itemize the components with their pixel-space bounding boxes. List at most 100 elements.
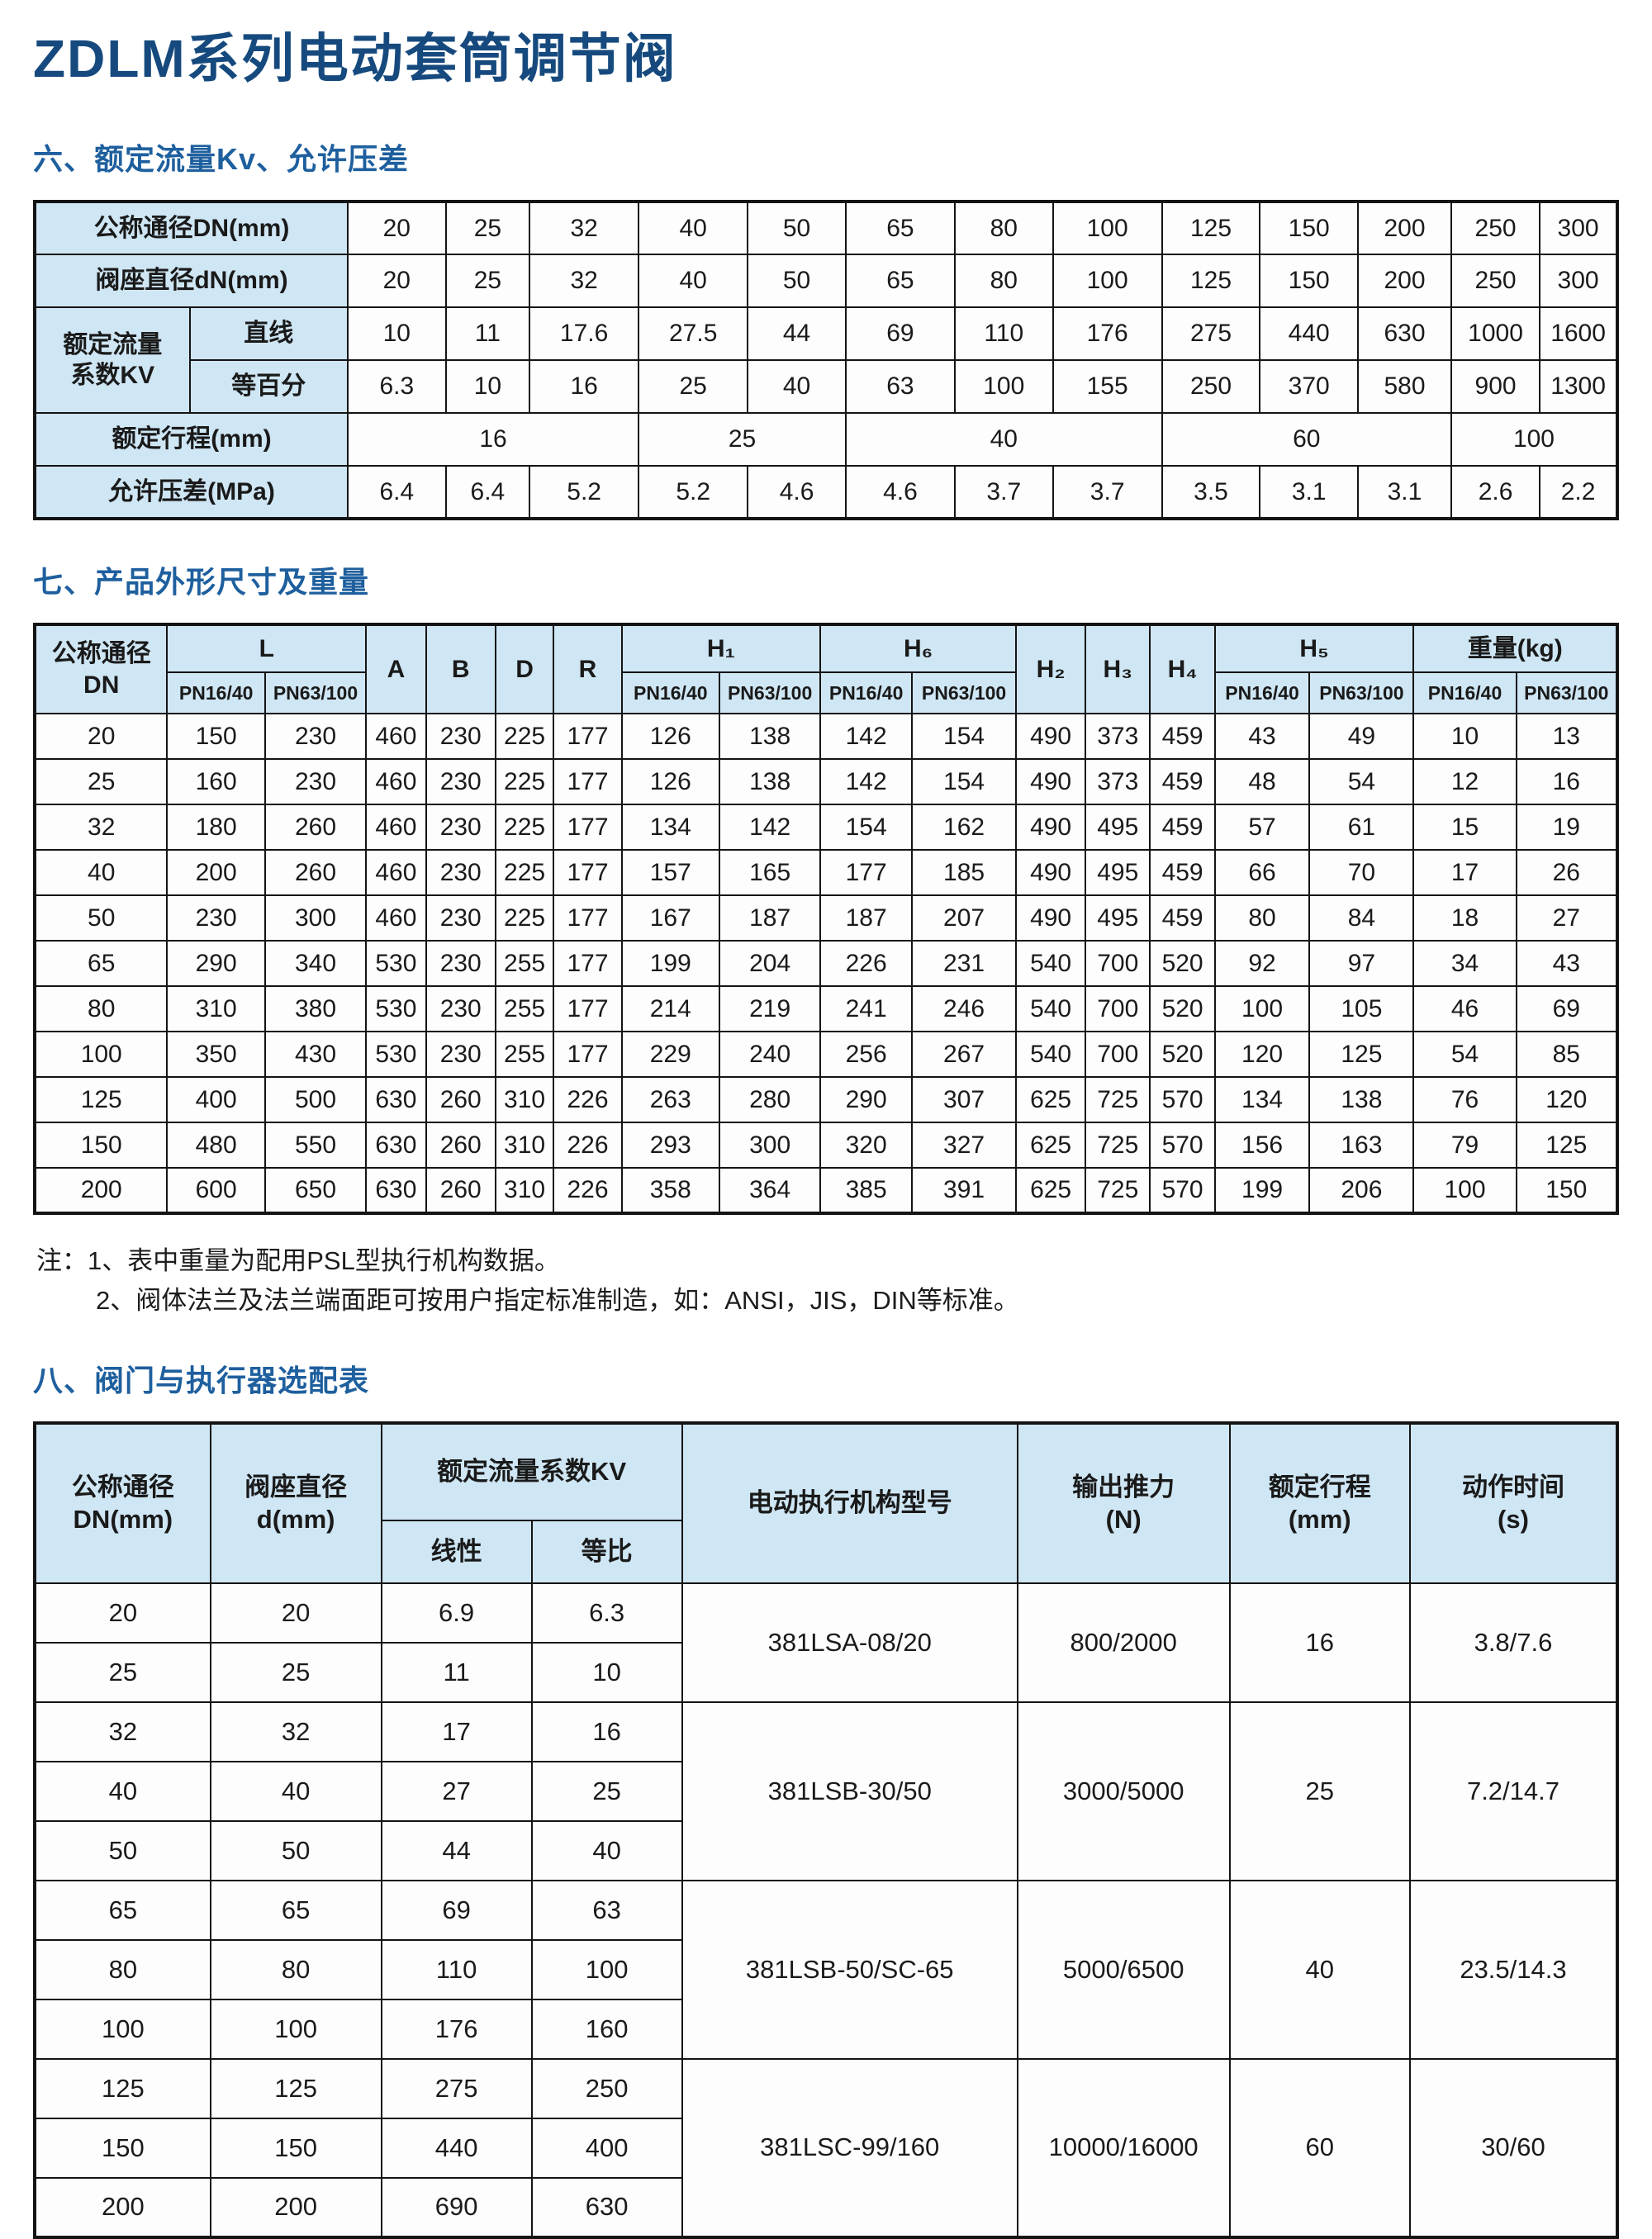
data-cell: 49 [1308, 713, 1415, 760]
header-cell: PN63/100 [911, 671, 1018, 714]
data-cell: 100 [209, 1999, 382, 2061]
section-eight-heading: 八、阀门与执行器选配表 [33, 1364, 370, 1398]
data-cell: 80 [33, 985, 169, 1032]
data-cell: 570 [1149, 1076, 1216, 1123]
dimensions-table: 公称通径 DN L A B D R H₁ H₆ H₂ H₃ H₄ H₅ 重量(kg) PN16/40 PN6… [33, 623, 1619, 1215]
data-cell: 200 [1357, 254, 1452, 308]
data-cell: 310 [166, 985, 266, 1032]
data-cell: 50 [33, 894, 169, 942]
data-cell: 177 [553, 894, 623, 942]
data-cell: 20 [209, 1582, 382, 1644]
data-cell: 100 [530, 1939, 683, 2001]
header-cell: 公称通径 DN [33, 624, 169, 714]
data-cell: 250 [1450, 254, 1541, 308]
data-cell: 300 [263, 894, 368, 942]
section-seven-heading: 七、产品外形尺寸及重量 [33, 565, 370, 599]
data-cell: 160 [166, 758, 266, 805]
header-cell: H₄ [1149, 624, 1216, 714]
data-cell: 100 [1412, 1167, 1517, 1214]
data-cell: 200 [166, 849, 266, 896]
data-cell: 300 [718, 1122, 822, 1169]
data-cell: 3.1 [1357, 465, 1452, 519]
data-cell: 300 [1539, 254, 1618, 308]
data-cell: 80 [953, 254, 1054, 308]
header-cell: 等比 [530, 1520, 683, 1585]
table-row: 50 50 44 40 [34, 1820, 1617, 1882]
data-cell: 300 [1539, 201, 1618, 255]
table-row: 150 480 550 630 260 310 226 293 300 320 327 625 725 5… [33, 1122, 1619, 1169]
data-cell: 263 [620, 1076, 720, 1123]
header-cell: PN63/100 [718, 671, 822, 714]
data-cell: 3.7 [953, 465, 1054, 519]
data-cell: 250 [1161, 359, 1261, 414]
data-cell: 310 [494, 1076, 555, 1123]
data-cell: 150 [34, 2118, 211, 2180]
header-cell: PN63/100 [1308, 671, 1415, 714]
data-cell: 490 [1015, 894, 1087, 942]
data-cell: 250 [1450, 201, 1541, 255]
table-row: 200 600 650 630 260 310 226 358 364 385 391 625 725 5… [33, 1167, 1619, 1214]
data-cell: 307 [911, 1076, 1018, 1123]
data-cell: 430 [263, 1031, 368, 1078]
data-cell: 280 [718, 1076, 822, 1123]
data-cell: 25 [444, 201, 531, 255]
data-cell: 50 [209, 1820, 382, 1882]
data-cell: 550 [263, 1122, 368, 1169]
header-cell: H₁ [620, 624, 822, 673]
data-cell: 60 [1228, 2058, 1411, 2239]
data-cell: 350 [166, 1031, 266, 1078]
data-cell: 167 [620, 894, 720, 942]
data-cell: 40 [747, 359, 847, 414]
dimensions-table: 公称通径 DN L A B D R H₁ H₆ H₂ H₃ H₄ H₅ 重量(kg) PN16/40 PN6… [33, 623, 1619, 1215]
table-row: 32 32 17 16 381LSB-30/50 3000/5000 25 7.2/14.7 [34, 1701, 1619, 1882]
data-cell: 92 [1213, 940, 1311, 987]
data-cell: 690 [380, 2177, 533, 2239]
data-cell: 293 [620, 1122, 720, 1169]
data-cell: 373 [1085, 758, 1151, 805]
data-cell: 150 [209, 2118, 382, 2180]
data-cell: 177 [819, 849, 914, 896]
header-cell: B [425, 624, 496, 714]
header-cell: PN16/40 [1213, 671, 1311, 714]
data-cell: 226 [553, 1167, 623, 1214]
data-cell: 17 [1412, 849, 1517, 896]
header-cell: 动作时间 (s) [1408, 1422, 1619, 1585]
data-cell: 290 [166, 940, 266, 987]
data-cell: 157 [620, 849, 720, 896]
data-cell: 1300 [1539, 359, 1618, 414]
data-cell: 381LSB-50/SC-65 [681, 1880, 1018, 2061]
data-cell: 540 [1015, 985, 1087, 1032]
data-cell: 177 [553, 940, 623, 987]
data-cell: 459 [1149, 713, 1216, 760]
data-cell: 85 [1515, 1031, 1619, 1078]
data-cell: 163 [1308, 1122, 1415, 1169]
data-cell: 800/2000 [1016, 1582, 1231, 1704]
header-cell: H₆ [819, 624, 1018, 673]
table-row: 20 150 230 460 230 225 177 126 138 142 154 490 373 45… [33, 713, 1619, 760]
data-cell: 3.1 [1259, 465, 1360, 519]
data-cell: 625 [1015, 1076, 1087, 1123]
data-cell: 600 [166, 1167, 266, 1214]
data-cell: 177 [553, 849, 623, 896]
data-cell: 25 [34, 1642, 211, 1704]
data-cell: 3.5 [1161, 465, 1261, 519]
data-cell: 200 [1357, 201, 1452, 255]
data-cell: 241 [819, 985, 914, 1032]
data-cell: 490 [1015, 713, 1087, 760]
data-cell: 580 [1357, 359, 1452, 414]
data-cell: 40 [34, 1761, 211, 1823]
data-cell: 267 [911, 1031, 1018, 1078]
data-cell: 69 [844, 306, 956, 361]
data-cell: 225 [494, 894, 555, 942]
data-cell: 154 [911, 713, 1018, 760]
data-cell: 20 [34, 1582, 211, 1644]
data-cell: 125 [1161, 201, 1261, 255]
data-cell: 460 [365, 758, 427, 805]
header-cell: 阀座直径 d(mm) [209, 1422, 382, 1585]
data-cell: 150 [1259, 201, 1360, 255]
data-cell: 630 [365, 1122, 427, 1169]
data-cell: 625 [1015, 1167, 1087, 1214]
table-row: 50 230 300 460 230 225 177 167 187 187 207 490 495 45… [33, 894, 1619, 942]
data-cell: 340 [263, 940, 368, 987]
data-cell: 320 [819, 1122, 914, 1169]
